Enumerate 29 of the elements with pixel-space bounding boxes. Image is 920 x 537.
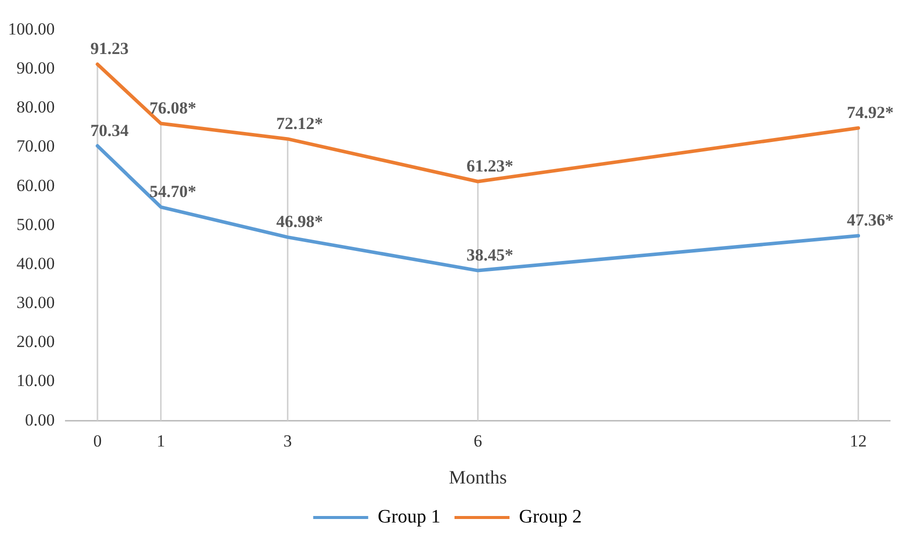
x-tick-label: 6: [474, 431, 482, 450]
y-tick-label: 10.00: [16, 371, 55, 390]
data-label: 72.12*: [276, 114, 324, 133]
y-tick-label: 90.00: [16, 58, 55, 78]
data-label: 38.45*: [466, 245, 514, 264]
y-tick-label: 50.00: [16, 214, 55, 234]
y-tick-label: 30.00: [16, 293, 55, 312]
data-label: 61.23*: [466, 156, 514, 176]
x-tick-label: 0: [93, 431, 102, 450]
legend-label: Group 2: [519, 506, 582, 528]
y-tick-label: 100.00: [8, 19, 55, 38]
y-tick-label: 60.00: [16, 176, 55, 195]
x-axis-title: Months: [448, 468, 507, 489]
legend-label: Group 1: [378, 506, 441, 528]
data-label: 76.08*: [149, 98, 196, 118]
x-tick-label: 1: [156, 431, 166, 450]
x-tick-label: 3: [283, 431, 292, 450]
data-label: 47.36*: [846, 210, 894, 230]
y-tick-label: 0.00: [25, 410, 55, 430]
data-label: 70.34: [90, 120, 130, 140]
data-label: 91.23: [90, 39, 129, 58]
y-tick-label: 40.00: [16, 254, 55, 273]
y-tick-label: 70.00: [16, 136, 55, 156]
x-tick-label: 12: [850, 431, 867, 450]
y-tick-label: 80.00: [16, 98, 55, 117]
y-tick-label: 20.00: [16, 332, 55, 352]
data-label: 54.70*: [149, 182, 196, 201]
data-label: 74.92*: [846, 102, 894, 122]
data-label: 46.98*: [276, 212, 324, 232]
